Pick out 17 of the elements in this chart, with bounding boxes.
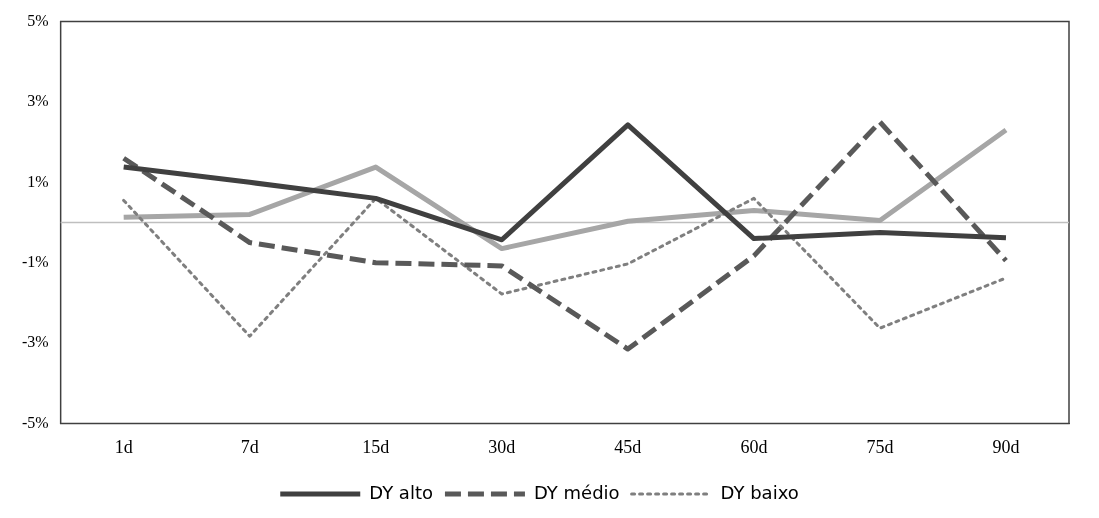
- x-tick-label: 75d: [866, 436, 894, 457]
- x-tick-label: 30d: [488, 436, 516, 457]
- y-tick-label: -5%: [22, 413, 49, 431]
- x-tick-label: 45d: [614, 436, 642, 457]
- x-tick-label: 90d: [992, 436, 1020, 457]
- y-tick-label: -1%: [22, 252, 49, 270]
- x-tick-label: 7d: [240, 436, 259, 457]
- legend-label: DY baixo: [720, 481, 799, 503]
- y-tick-label: 3%: [27, 92, 49, 110]
- y-tick-label: 1%: [27, 172, 49, 190]
- x-tick-label: 60d: [740, 436, 768, 457]
- y-tick-label: -3%: [22, 333, 49, 351]
- x-tick-label: 1d: [114, 436, 133, 457]
- legend-label: DY médio: [533, 481, 620, 503]
- y-tick-label: 5%: [27, 11, 49, 29]
- x-tick-label: 15d: [362, 436, 390, 457]
- legend-label: DY alto: [369, 481, 433, 503]
